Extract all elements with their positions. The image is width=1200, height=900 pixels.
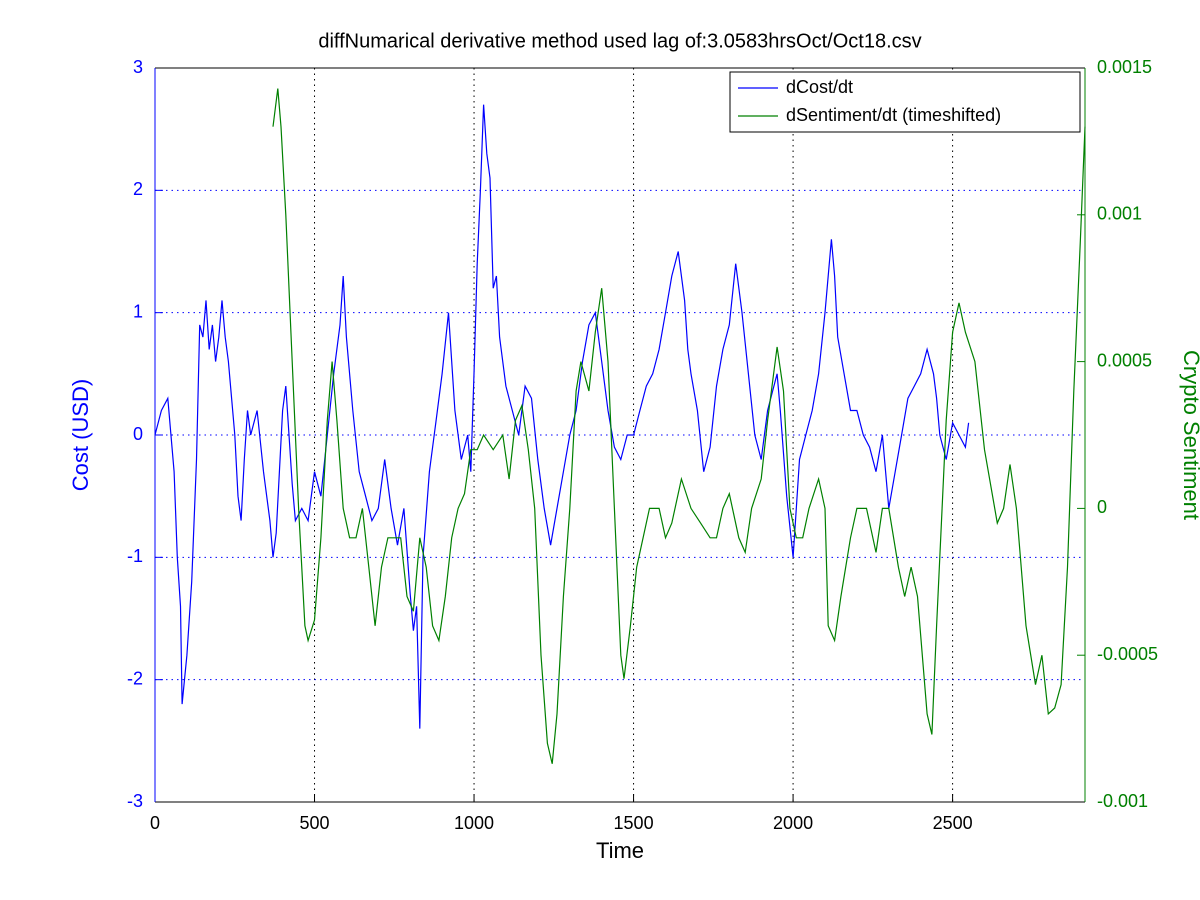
x-axis-label: Time [596,838,644,863]
y2-tick-label: 0.001 [1097,204,1142,224]
y2-tick-label: 0 [1097,497,1107,517]
x-tick-label: 0 [150,813,160,833]
y2-tick-label: -0.0005 [1097,644,1158,664]
line-series [272,88,1086,764]
legend-label: dCost/dt [786,77,853,97]
y-tick-label: -2 [127,668,143,688]
y-tick-label: -3 [127,791,143,811]
y-tick-label: 2 [133,179,143,199]
y2-tick-label: 0.0015 [1097,57,1152,77]
chart-title: diffNumarical derivative method used lag… [318,30,921,52]
line-series [154,104,970,729]
x-tick-label: 1000 [454,813,494,833]
y-tick-label: 3 [133,57,143,77]
legend-box [729,71,1081,133]
y-tick-label: 1 [133,301,143,321]
x-tick-label: 2500 [933,813,973,833]
y-tick-label: -1 [127,546,143,566]
y2-tick-label: 0.0005 [1097,350,1152,370]
x-tick-label: 1500 [614,813,654,833]
legend-label: dSentiment/dt (timeshifted) [786,105,1001,125]
y-axis-label: Cost (USD) [68,379,93,491]
y-tick-label: 0 [133,424,143,444]
y2-axis-label: Crypto Sentiment [1179,350,1200,520]
x-tick-label: 2000 [773,813,813,833]
x-tick-label: 500 [299,813,329,833]
y2-tick-label: -0.001 [1097,791,1148,811]
